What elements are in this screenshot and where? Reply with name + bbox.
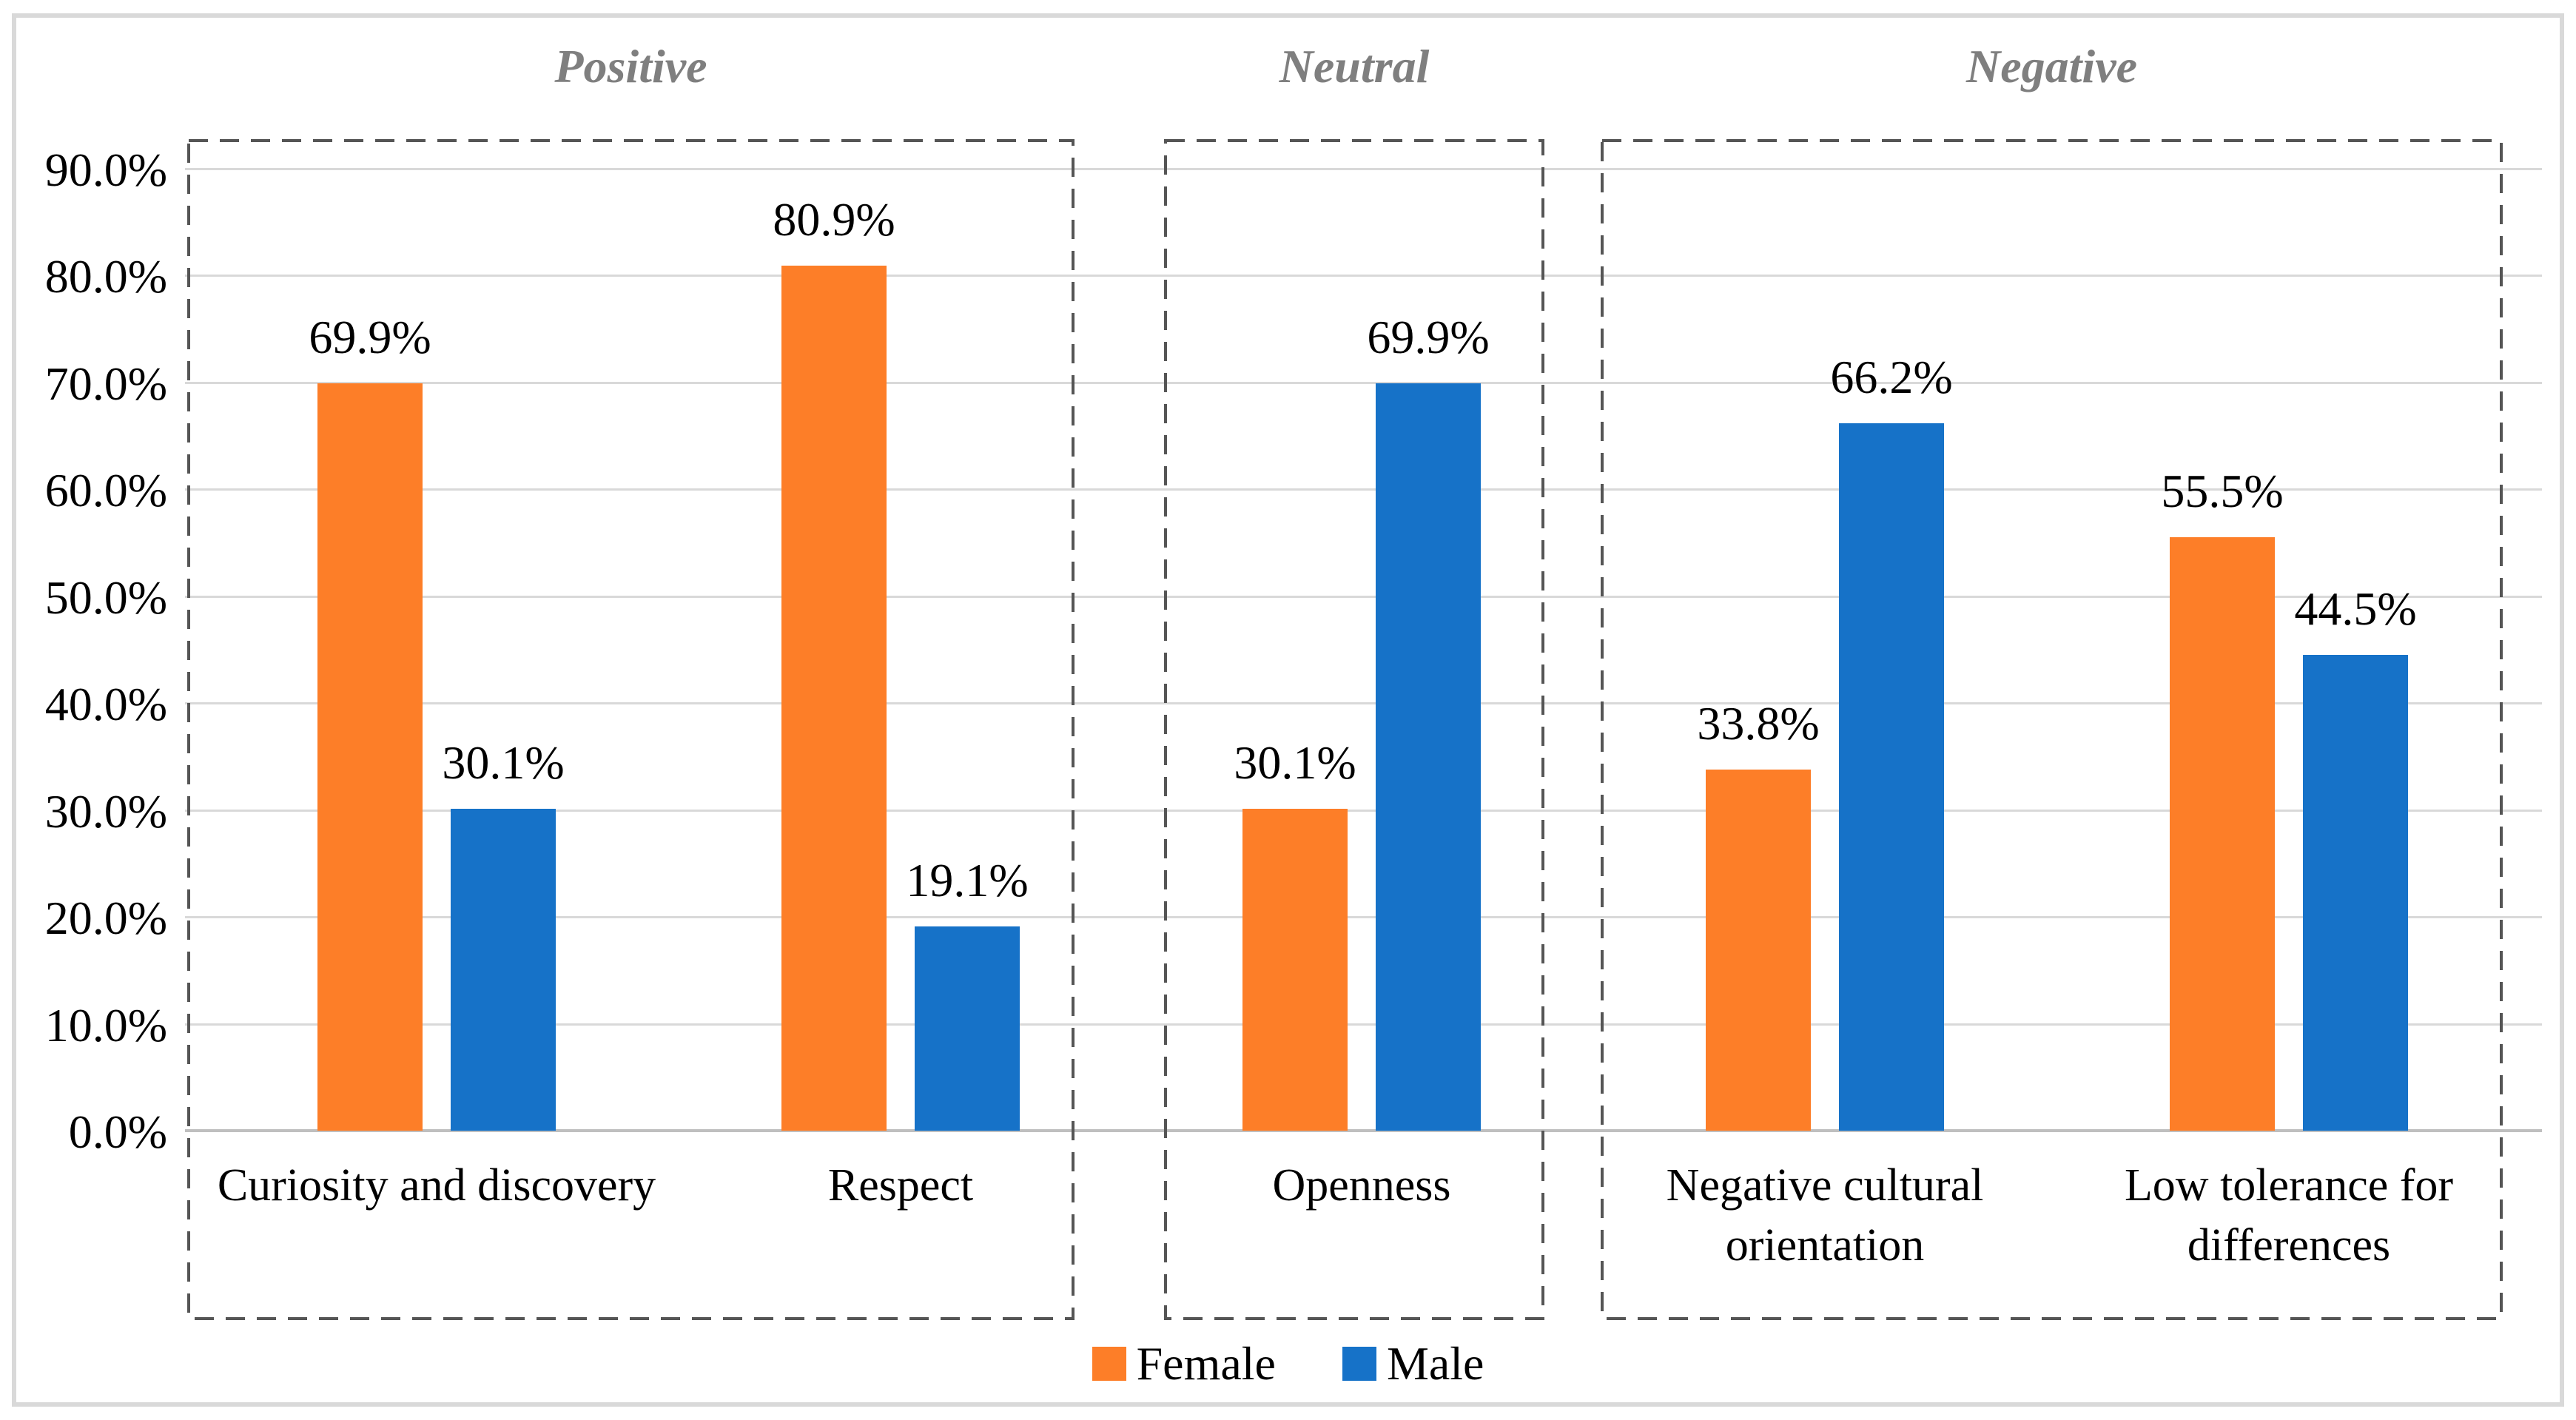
category-label: Respect: [828, 1156, 973, 1216]
group-label-positive: Positive: [554, 40, 707, 92]
bar-female-2: [781, 266, 887, 1131]
bar-female-3: [1242, 809, 1348, 1131]
y-axis-tick-label: 30.0%: [44, 784, 167, 838]
y-axis-tick-label: 60.0%: [44, 464, 167, 517]
bar-male-1: [451, 809, 556, 1131]
y-axis-tick-label: 10.0%: [44, 998, 167, 1051]
category-label-line: orientation: [1725, 1219, 1925, 1271]
bar-value-label: 80.9%: [773, 193, 895, 246]
y-axis-tick-label: 20.0%: [44, 892, 167, 945]
legend-label-male: Male: [1386, 1337, 1484, 1390]
category-label: Negative cultural orientation: [1667, 1156, 1984, 1275]
bar-male-5: [2303, 655, 2408, 1131]
category-label-line: Respect: [827, 1160, 974, 1211]
bar-value-label: 66.2%: [1830, 350, 1953, 403]
bar-value-label: 44.5%: [2294, 582, 2417, 636]
bar-value-label: 19.1%: [906, 854, 1029, 907]
category-label-line: Low tolerance for: [2124, 1160, 2454, 1211]
bar-male-2: [915, 926, 1020, 1131]
y-axis-tick-label: 90.0%: [44, 144, 167, 196]
bar-value-label: 69.9%: [309, 311, 431, 364]
bar-value-label: 33.8%: [1697, 696, 1820, 750]
y-axis-tick-label: 50.0%: [44, 571, 167, 624]
legend-label-female: Female: [1136, 1337, 1276, 1390]
group-label-negative: Negative: [1966, 40, 2137, 92]
legend-swatch-female: [1092, 1347, 1126, 1381]
gridline: [185, 275, 2542, 277]
y-axis-tick-label: 0.0%: [68, 1106, 167, 1158]
group-label-neutral: Neutral: [1279, 40, 1430, 92]
legend: Female Male: [0, 1330, 2576, 1397]
bar-value-label: 30.1%: [442, 736, 565, 790]
category-label-line: Curiosity and discovery: [217, 1160, 656, 1211]
y-axis-tick-label: 80.0%: [44, 250, 167, 303]
category-label-line: Negative cultural: [1666, 1160, 1984, 1211]
bar-male-4: [1839, 423, 1944, 1131]
legend-swatch-male: [1342, 1347, 1376, 1381]
legend-item-female: Female: [1092, 1340, 1276, 1387]
y-axis-tick-label: 70.0%: [44, 357, 167, 410]
outer-frame: [12, 13, 2564, 1407]
bar-value-label: 30.1%: [1234, 736, 1356, 790]
y-axis-tick-label: 40.0%: [44, 678, 167, 731]
legend-item-male: Male: [1342, 1340, 1484, 1387]
bar-value-label: 55.5%: [2161, 465, 2284, 518]
category-label: Curiosity and discovery: [218, 1156, 656, 1216]
category-label: Low tolerance for differences: [2125, 1156, 2453, 1275]
category-label: Openness: [1272, 1156, 1450, 1216]
bar-female-4: [1706, 769, 1811, 1131]
gridline: [185, 381, 2542, 384]
bar-value-label: 69.9%: [1367, 311, 1490, 364]
category-label-line: Openness: [1272, 1160, 1451, 1211]
category-label-line: differences: [2187, 1219, 2391, 1271]
gridline: [185, 168, 2542, 170]
